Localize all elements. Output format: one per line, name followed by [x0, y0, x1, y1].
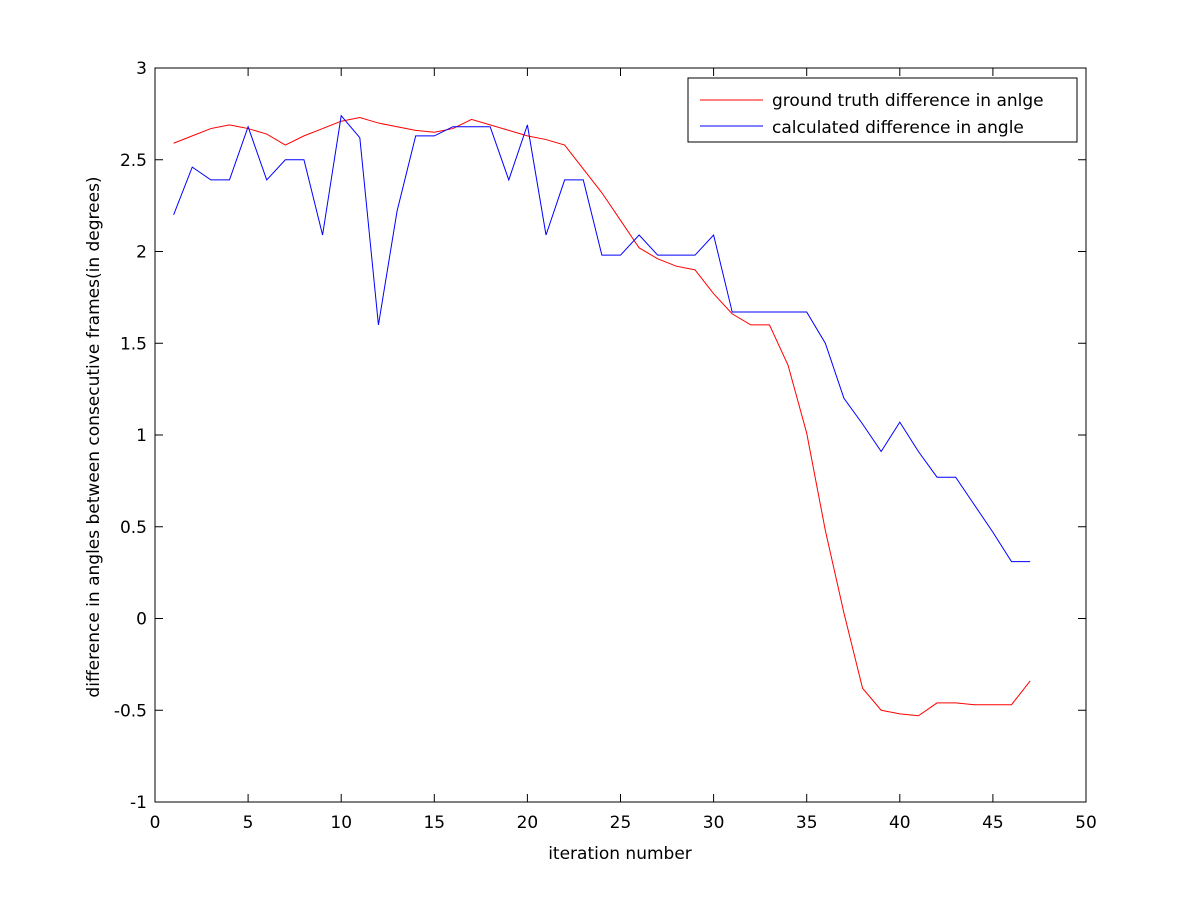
y-tick-label: 0 — [136, 610, 147, 630]
x-tick-label: 0 — [150, 813, 161, 833]
series-line-calculated — [173, 114, 1031, 563]
y-tick-label: -1 — [130, 793, 147, 813]
y-tick-label: 2.5 — [120, 151, 147, 171]
plot-area — [154, 67, 1087, 803]
y-tick-label: 1.5 — [120, 334, 147, 354]
x-tick-label: 30 — [703, 813, 725, 833]
y-tick-label: 3 — [136, 59, 147, 79]
legend: ground truth difference in anlge calcula… — [687, 77, 1078, 143]
y-axis: -1 -0.5 0 0.5 1 1.5 2 2.5 3 — [114, 59, 1086, 813]
y-tick-label: 0.5 — [120, 518, 147, 538]
x-tick-label: 15 — [423, 813, 445, 833]
y-tick-label: -0.5 — [114, 701, 147, 721]
x-tick-label: 40 — [889, 813, 911, 833]
x-tick-label: 20 — [517, 813, 539, 833]
y-axis-label: difference in angles between consecutive… — [84, 176, 104, 697]
legend-label-ground-truth: ground truth difference in anlge — [772, 91, 1044, 111]
x-tick-label: 10 — [330, 813, 352, 833]
legend-box — [687, 77, 1078, 143]
x-tick-label: 25 — [610, 813, 632, 833]
x-tick-label: 45 — [982, 813, 1004, 833]
y-tick-label: 2 — [136, 243, 147, 263]
y-tick-label: 1 — [136, 426, 147, 446]
x-tick-label: 35 — [796, 813, 818, 833]
x-axis-label: iteration number — [548, 844, 692, 864]
legend-label-calculated: calculated difference in angle — [772, 118, 1024, 138]
series-line-ground-truth — [173, 117, 1031, 717]
x-tick-label: 5 — [243, 813, 254, 833]
x-tick-label: 50 — [1075, 813, 1097, 833]
series-layer — [173, 114, 1031, 717]
x-axis: 0 5 10 15 20 25 30 35 40 45 50 — [150, 68, 1097, 833]
